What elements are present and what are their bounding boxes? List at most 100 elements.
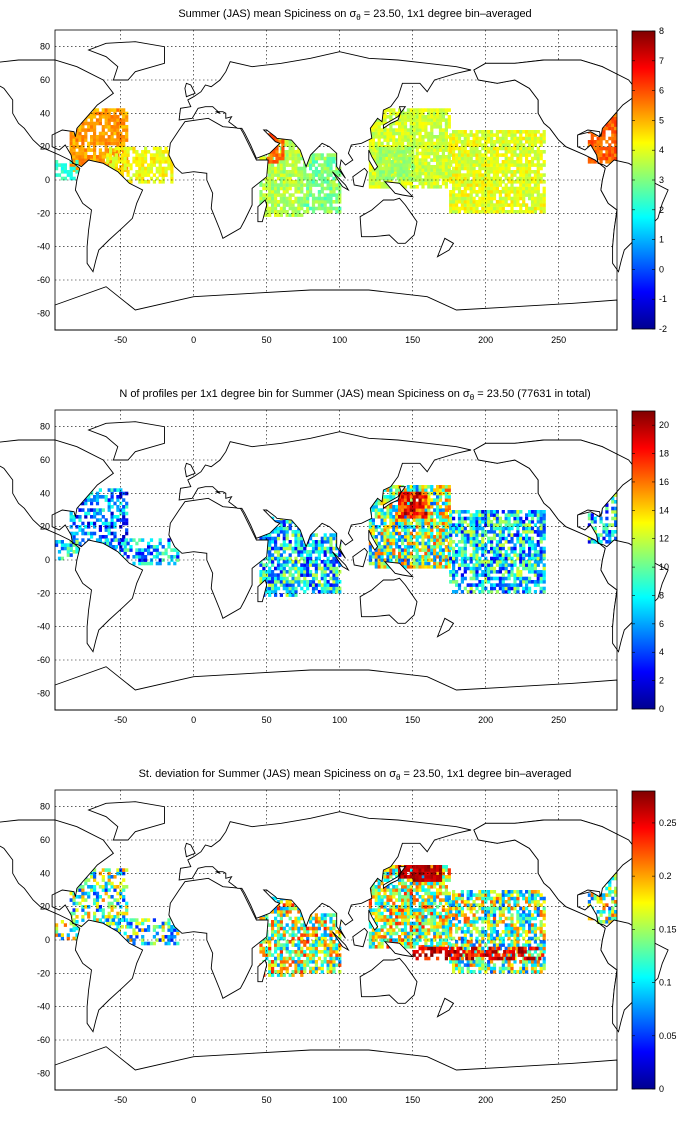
data-cell: [472, 523, 476, 527]
data-cell: [101, 155, 105, 159]
data-cell: [297, 576, 301, 581]
data-cell: [271, 176, 275, 181]
data-cell: [513, 210, 517, 214]
data-cell: [332, 553, 336, 557]
data-cell: [389, 555, 393, 559]
data-cell: [510, 140, 514, 144]
data-cell: [424, 511, 428, 516]
data-cell: [441, 171, 445, 176]
data-cell: [268, 166, 272, 171]
data-cell: [463, 166, 467, 171]
data-cell: [69, 891, 73, 896]
data-cell: [274, 200, 278, 204]
data-cell: [120, 538, 124, 542]
data-cell: [484, 163, 488, 167]
data-cell: [323, 166, 327, 171]
data-cell: [528, 526, 532, 531]
data-cell: [262, 196, 266, 201]
data-cell: [522, 196, 526, 201]
data-cell: [155, 166, 159, 171]
data-cell: [457, 510, 462, 514]
data-cell: [449, 206, 453, 211]
data-cell: [98, 158, 102, 162]
data-cell: [405, 150, 409, 154]
data-cell: [530, 536, 535, 541]
data-cell: [539, 193, 543, 197]
data-cell: [110, 128, 114, 132]
data-cell: [492, 163, 497, 167]
data-cell: [438, 531, 443, 536]
data-cell: [424, 148, 428, 152]
data-cell: [536, 563, 540, 567]
data-cell: [478, 540, 482, 544]
data-cell: [528, 183, 532, 187]
data-cell: [147, 150, 151, 154]
data-cell: [436, 511, 440, 516]
data-cell: [608, 120, 612, 124]
data-cell: [116, 508, 120, 512]
data-cell: [487, 180, 491, 184]
data-cell: [472, 526, 476, 531]
data-cell: [335, 166, 339, 171]
data-cell: [392, 141, 396, 146]
data-cell: [430, 528, 434, 532]
data-cell: [141, 150, 145, 154]
data-cell: [533, 176, 537, 181]
data-cell: [377, 141, 381, 146]
data-cell: [452, 590, 456, 594]
data-cell: [275, 150, 279, 154]
data-cell: [374, 511, 378, 516]
data-cell: [415, 548, 419, 552]
data-cell: [291, 583, 295, 587]
data-cell: [377, 121, 381, 126]
data-cell: [303, 546, 307, 551]
data-cell: [320, 190, 324, 194]
data-cell: [268, 536, 272, 541]
data-cell: [84, 515, 88, 519]
data-cell: [525, 210, 529, 214]
data-cell: [268, 560, 272, 564]
data-cell: [149, 561, 154, 566]
data-cell: [309, 580, 313, 584]
data-cell: [389, 491, 393, 496]
data-cell: [519, 553, 523, 557]
data-cell: [288, 523, 292, 527]
data-cell: [433, 141, 437, 146]
data-cell: [530, 510, 535, 514]
data-cell: [268, 533, 272, 537]
data-cell: [516, 136, 520, 141]
data-cell: [405, 160, 409, 164]
data-cell: [320, 540, 324, 544]
data-cell: [510, 556, 514, 561]
data-cell: [332, 156, 336, 161]
data-cell: [525, 156, 529, 161]
data-cell: [288, 156, 292, 161]
data-cell: [528, 163, 532, 167]
data-cell: [498, 540, 502, 544]
data-cell: [380, 561, 384, 566]
data-cell: [329, 576, 333, 581]
data-cell: [436, 531, 440, 536]
data-cell: [415, 541, 419, 546]
data-cell: [501, 526, 505, 531]
data-cell: [285, 176, 289, 181]
data-cell: [93, 145, 97, 149]
data-cell: [274, 530, 278, 534]
data-cell: [326, 180, 330, 184]
data-cell: [469, 206, 473, 211]
data-cell: [513, 563, 517, 567]
data-cell: [498, 170, 502, 174]
data-cell: [498, 176, 502, 181]
data-cell: [141, 163, 145, 167]
data-cell: [110, 515, 114, 519]
data-cell: [294, 536, 298, 541]
data-cell: [368, 145, 372, 149]
data-cell: [478, 556, 482, 561]
data-cell: [412, 558, 416, 562]
data-cell: [525, 190, 529, 194]
data-cell: [430, 148, 434, 152]
data-cell: [457, 163, 462, 167]
data-cell: [368, 545, 372, 549]
data-cell: [487, 530, 491, 534]
data-cell: [525, 153, 529, 157]
